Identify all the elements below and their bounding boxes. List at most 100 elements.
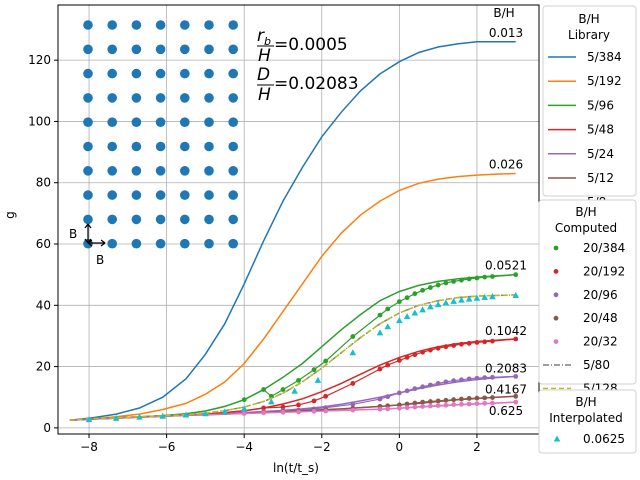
legend-computed: B/H Computed 20/384 20/192 20/96 20/48 20/32 5/… [538, 199, 637, 395]
interpolated-point [221, 408, 229, 415]
interpolated-point [349, 349, 357, 356]
computed-point [427, 399, 433, 404]
inset-arrowheads-x [87, 239, 106, 247]
computed-point [412, 386, 418, 392]
inset-dot [155, 93, 166, 103]
computed-point [420, 287, 426, 293]
inset-dot [228, 166, 238, 176]
legend-entry-label: 20/32 [583, 335, 618, 349]
interpolated-point [465, 295, 473, 302]
inset-dot [180, 238, 190, 249]
x-tick-label: −8 [80, 440, 98, 454]
computed-point [427, 382, 433, 388]
inset-dot [83, 166, 93, 176]
rb-value: =0.0005 [274, 35, 348, 55]
legend-dot-swatch [553, 245, 559, 251]
inset-grid-diagram: BB [69, 20, 238, 267]
computed-point [280, 404, 286, 410]
legend-entry-label: 5/96 [587, 98, 614, 112]
svg-text:rb: rb [257, 26, 271, 48]
x-tick-label: −4 [235, 440, 253, 454]
computed-point [490, 374, 495, 380]
computed-point [261, 387, 266, 392]
computed-point [490, 395, 495, 400]
computed-point [451, 397, 457, 403]
axes-frame [57, 4, 540, 435]
inset-dot [83, 93, 93, 103]
legend-subtitle: Library [568, 28, 610, 42]
legend-frame [538, 199, 637, 385]
inset-label-x: B [96, 253, 104, 267]
end-label: 0.4167 [485, 382, 527, 396]
interpolated-point [396, 317, 403, 324]
interpolated-point [136, 413, 143, 420]
legend-title: B/H [575, 395, 596, 409]
inset-dot [228, 117, 238, 127]
computed-point [420, 384, 426, 390]
computed-point [435, 403, 441, 408]
computed-point [482, 274, 488, 280]
computed-point [482, 400, 488, 406]
computed-point [427, 403, 433, 409]
computed-point [268, 393, 274, 399]
interpolated-point [427, 303, 434, 310]
computed-point [443, 379, 449, 385]
end-label: 0.013 [489, 26, 523, 40]
d-symbol: D [257, 65, 270, 85]
legend-frame [538, 389, 637, 454]
x-tick-label: 0 [396, 440, 404, 454]
inset-dot [83, 20, 93, 30]
y-tick-label: 20 [36, 360, 51, 374]
legend-entry-label: 5/24 [587, 147, 614, 161]
y-tick-label: 60 [36, 237, 51, 251]
computed-point [385, 394, 391, 400]
inset-dot [180, 68, 190, 79]
legend-entry-label: 20/192 [583, 264, 625, 278]
computed-point [459, 401, 464, 407]
d-annotation: D H =0.02083 [257, 65, 359, 105]
inset-dot [131, 117, 142, 127]
computed-dashed-line [69, 294, 516, 421]
inset-dot [107, 166, 117, 176]
computed-point [323, 408, 329, 414]
end-label: 0.1042 [485, 324, 527, 338]
computed-point [396, 405, 402, 411]
interpolated-point [182, 411, 190, 418]
computed-point [427, 285, 433, 290]
legend-subtitle: Computed [555, 221, 617, 235]
computed-point [474, 401, 480, 407]
inset-dot [180, 190, 190, 200]
interpolated-point [376, 329, 384, 336]
legend-entry-label: 5/48 [587, 123, 614, 137]
end-label: 0.026 [489, 158, 523, 172]
legend-dot-swatch [553, 269, 559, 274]
computed-point [412, 352, 418, 358]
computed-point [261, 405, 266, 411]
x-tick-label: −2 [313, 440, 331, 454]
inset-dot [155, 117, 166, 127]
library-series-line [69, 172, 516, 421]
inset-dot [204, 44, 214, 55]
inset-dot [228, 141, 238, 152]
inset-dot [204, 117, 214, 127]
legend-dot-swatch [553, 315, 559, 321]
interpolated-point [481, 293, 488, 300]
grid-lines [58, 5, 539, 434]
legend-entry-label: 20/96 [583, 288, 618, 302]
inset-dot [83, 68, 93, 79]
inset-dot [83, 214, 93, 225]
interpolated-point [268, 398, 275, 405]
end-label: 0.0521 [485, 259, 527, 273]
computed-point [350, 334, 356, 339]
legend-entry-label: 5/192 [587, 74, 622, 88]
x-axis-label: ln(t/t_s) [273, 461, 319, 475]
computed-point [404, 354, 410, 360]
computed-point [482, 395, 488, 401]
computed-point [435, 381, 441, 386]
computed-point [412, 400, 418, 406]
bh-header-label: B/H [493, 6, 514, 20]
inset-dot [131, 20, 142, 30]
computed-point [459, 396, 464, 402]
inset-dot [204, 20, 214, 30]
